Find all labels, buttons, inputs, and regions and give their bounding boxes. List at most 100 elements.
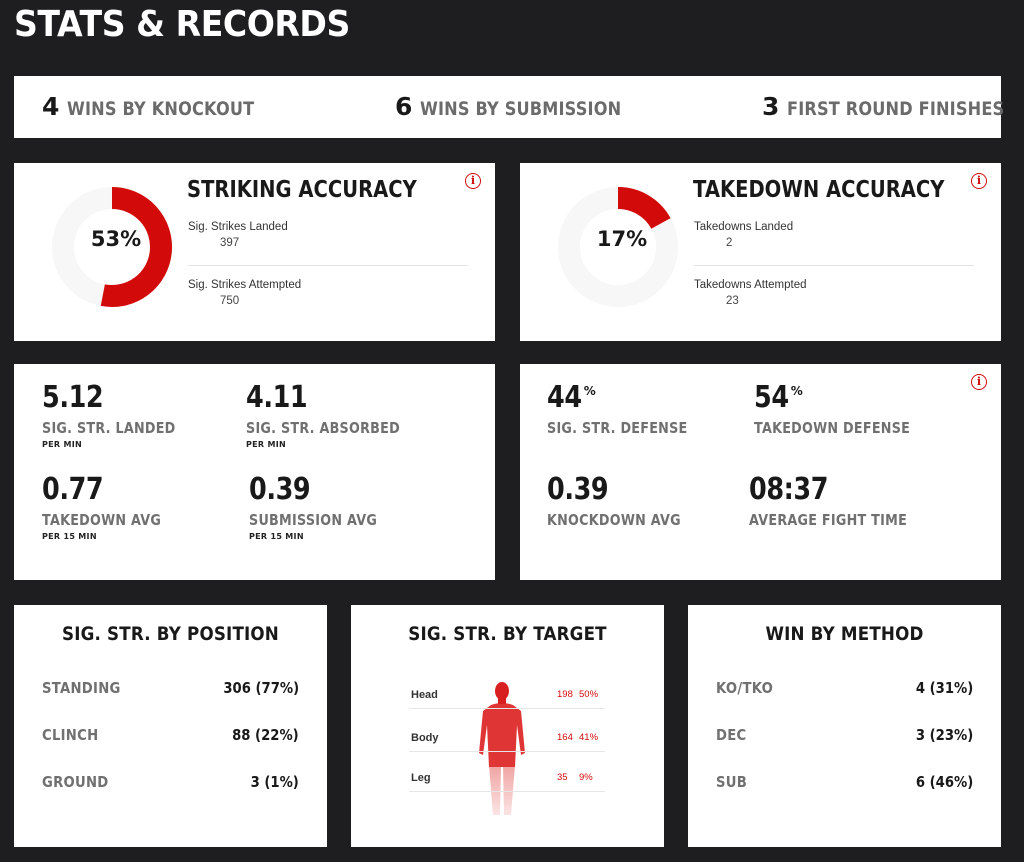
takedowns-landed-value: 2: [726, 237, 733, 249]
row-label: STANDING: [42, 679, 121, 697]
row-label: SUB: [716, 773, 748, 791]
list-item: DEC 3 (23%): [716, 726, 973, 744]
divider: [409, 751, 605, 752]
metric-value: 4.11: [246, 380, 308, 415]
divider: [409, 791, 605, 792]
takedown-accuracy-title: TAKEDOWN ACCURACY: [693, 177, 945, 203]
metric-takedown-avg: 0.77 TAKEDOWN AVG PER 15 MIN: [42, 472, 182, 541]
summary-value: 3: [762, 92, 780, 121]
metric-sig-str-absorbed: 4.11 SIG. STR. ABSORBED PER MIN: [246, 380, 427, 449]
metric-value: 08:37: [749, 472, 829, 507]
striking-accuracy-title: STRIKING ACCURACY: [187, 177, 417, 203]
metric-label: SIG. STR. LANDED: [42, 419, 176, 437]
by-position-title: SIG. STR. BY POSITION: [61, 623, 279, 645]
metric-label: KNOCKDOWN AVG: [547, 511, 681, 529]
wins-by-knockout: 4 WINS BY KNOCKOUT: [42, 92, 288, 121]
divider: [188, 265, 468, 266]
info-icon[interactable]: i: [971, 173, 987, 189]
sig-strikes-attempted-value: 750: [220, 295, 240, 307]
takedown-accuracy-ring: [558, 187, 678, 307]
summary-label: WINS BY KNOCKOUT: [67, 98, 255, 120]
summary-value: 6: [395, 92, 413, 121]
metric-takedown-defense: 54% TAKEDOWN DEFENSE: [754, 380, 938, 437]
takedowns-attempted-label: Takedowns Attempted: [694, 279, 807, 291]
takedown-accuracy-card: 17% TAKEDOWN ACCURACY i Takedowns Landed…: [520, 163, 1001, 341]
defense-metrics-card: i 44% SIG. STR. DEFENSE 54% TAKEDOWN DEF…: [520, 364, 1001, 580]
row-label: KO/TKO: [716, 679, 774, 697]
target-count: 198: [557, 689, 573, 700]
sig-strikes-attempted-label: Sig. Strikes Attempted: [188, 279, 302, 291]
metric-unit: %: [583, 384, 596, 398]
target-label: Head: [411, 689, 438, 701]
first-round-finishes: 3 FIRST ROUND FINISHES: [762, 92, 1024, 121]
target-count: 35: [557, 772, 568, 783]
takedown-accuracy-percent: 17%: [596, 227, 648, 251]
win-by-method-card: WIN BY METHOD KO/TKO 4 (31%) DEC 3 (23%)…: [688, 605, 1001, 847]
metric-label: SIG. STR. ABSORBED: [246, 419, 400, 437]
sig-strikes-landed-value: 397: [220, 237, 240, 249]
list-item: GROUND 3 (1%): [42, 773, 299, 791]
metric-value: 0.39: [547, 472, 609, 507]
target-count: 164: [557, 732, 573, 743]
wins-by-submission: 6 WINS BY SUBMISSION: [395, 92, 657, 121]
row-value: 4 (31%): [915, 679, 973, 697]
metric-value: 54: [754, 380, 789, 415]
striking-accuracy-card: 53% STRIKING ACCURACY i Sig. Strikes Lan…: [14, 163, 495, 341]
list-item: SUB 6 (46%): [716, 773, 973, 791]
summary-label: WINS BY SUBMISSION: [420, 98, 622, 120]
divider: [409, 708, 605, 709]
metric-per: PER MIN: [246, 440, 287, 449]
target-label: Leg: [411, 772, 431, 784]
row-label: GROUND: [42, 773, 109, 791]
takedowns-landed-label: Takedowns Landed: [694, 221, 794, 233]
sig-str-by-target-card: SIG. STR. BY TARGET Head 198 50% Body 16…: [351, 605, 664, 847]
takedowns-attempted-value: 23: [726, 295, 739, 307]
target-percent: 50%: [579, 689, 599, 700]
sig-str-by-position-card: SIG. STR. BY POSITION STANDING 306 (77%)…: [14, 605, 327, 847]
metric-knockdown-avg: 0.39 KNOCKDOWN AVG: [547, 472, 705, 529]
summary-label: FIRST ROUND FINISHES: [787, 98, 1005, 120]
metric-label: TAKEDOWN DEFENSE: [754, 419, 911, 437]
metric-sig-str-landed: 5.12 SIG. STR. LANDED PER MIN: [42, 380, 199, 449]
metric-value: 0.39: [249, 472, 311, 507]
by-target-title: SIG. STR. BY TARGET: [408, 623, 607, 645]
metric-value: 5.12: [42, 380, 104, 415]
row-value: 88 (22%): [232, 726, 299, 744]
target-percent: 41%: [579, 732, 599, 743]
striking-accuracy-arc: [100, 187, 172, 307]
divider: [694, 265, 974, 266]
metric-sig-str-defense: 44% SIG. STR. DEFENSE: [547, 380, 712, 437]
sig-strikes-landed-label: Sig. Strikes Landed: [188, 221, 288, 233]
metric-unit: %: [790, 384, 803, 398]
metric-per: PER 15 MIN: [42, 532, 97, 541]
win-by-method-title: WIN BY METHOD: [765, 623, 924, 645]
info-icon[interactable]: i: [465, 173, 481, 189]
target-row-body: Body 164 41%: [409, 728, 605, 752]
info-icon[interactable]: i: [971, 374, 987, 390]
metric-per: PER 15 MIN: [249, 532, 304, 541]
row-value: 6 (46%): [915, 773, 973, 791]
target-row-head: Head 198 50%: [409, 685, 605, 709]
row-value: 3 (23%): [915, 726, 973, 744]
row-value: 3 (1%): [250, 773, 299, 791]
metric-submission-avg: 0.39 SUBMISSION AVG PER 15 MIN: [249, 472, 400, 541]
target-row-leg: Leg 35 9%: [409, 768, 605, 792]
metric-label: SIG. STR. DEFENSE: [547, 419, 688, 437]
row-label: DEC: [716, 726, 747, 744]
metric-per: PER MIN: [42, 440, 83, 449]
striking-metrics-card: 5.12 SIG. STR. LANDED PER MIN 4.11 SIG. …: [14, 364, 495, 580]
metric-label: AVERAGE FIGHT TIME: [749, 511, 908, 529]
takedown-accuracy-arc: [617, 187, 671, 230]
striking-accuracy-percent: 53%: [90, 227, 142, 251]
target-label: Body: [411, 732, 439, 744]
page-title: STATS & RECORDS: [14, 4, 350, 45]
list-item: STANDING 306 (77%): [42, 679, 299, 697]
summary-value: 4: [42, 92, 60, 121]
summary-bar: 4 WINS BY KNOCKOUT 6 WINS BY SUBMISSION …: [14, 76, 1005, 138]
row-value: 306 (77%): [223, 679, 299, 697]
striking-accuracy-ring: [52, 187, 172, 307]
metric-value: 44: [547, 380, 582, 415]
list-item: KO/TKO 4 (31%): [716, 679, 973, 697]
metric-value: 0.77: [42, 472, 104, 507]
metric-label: SUBMISSION AVG: [249, 511, 378, 529]
